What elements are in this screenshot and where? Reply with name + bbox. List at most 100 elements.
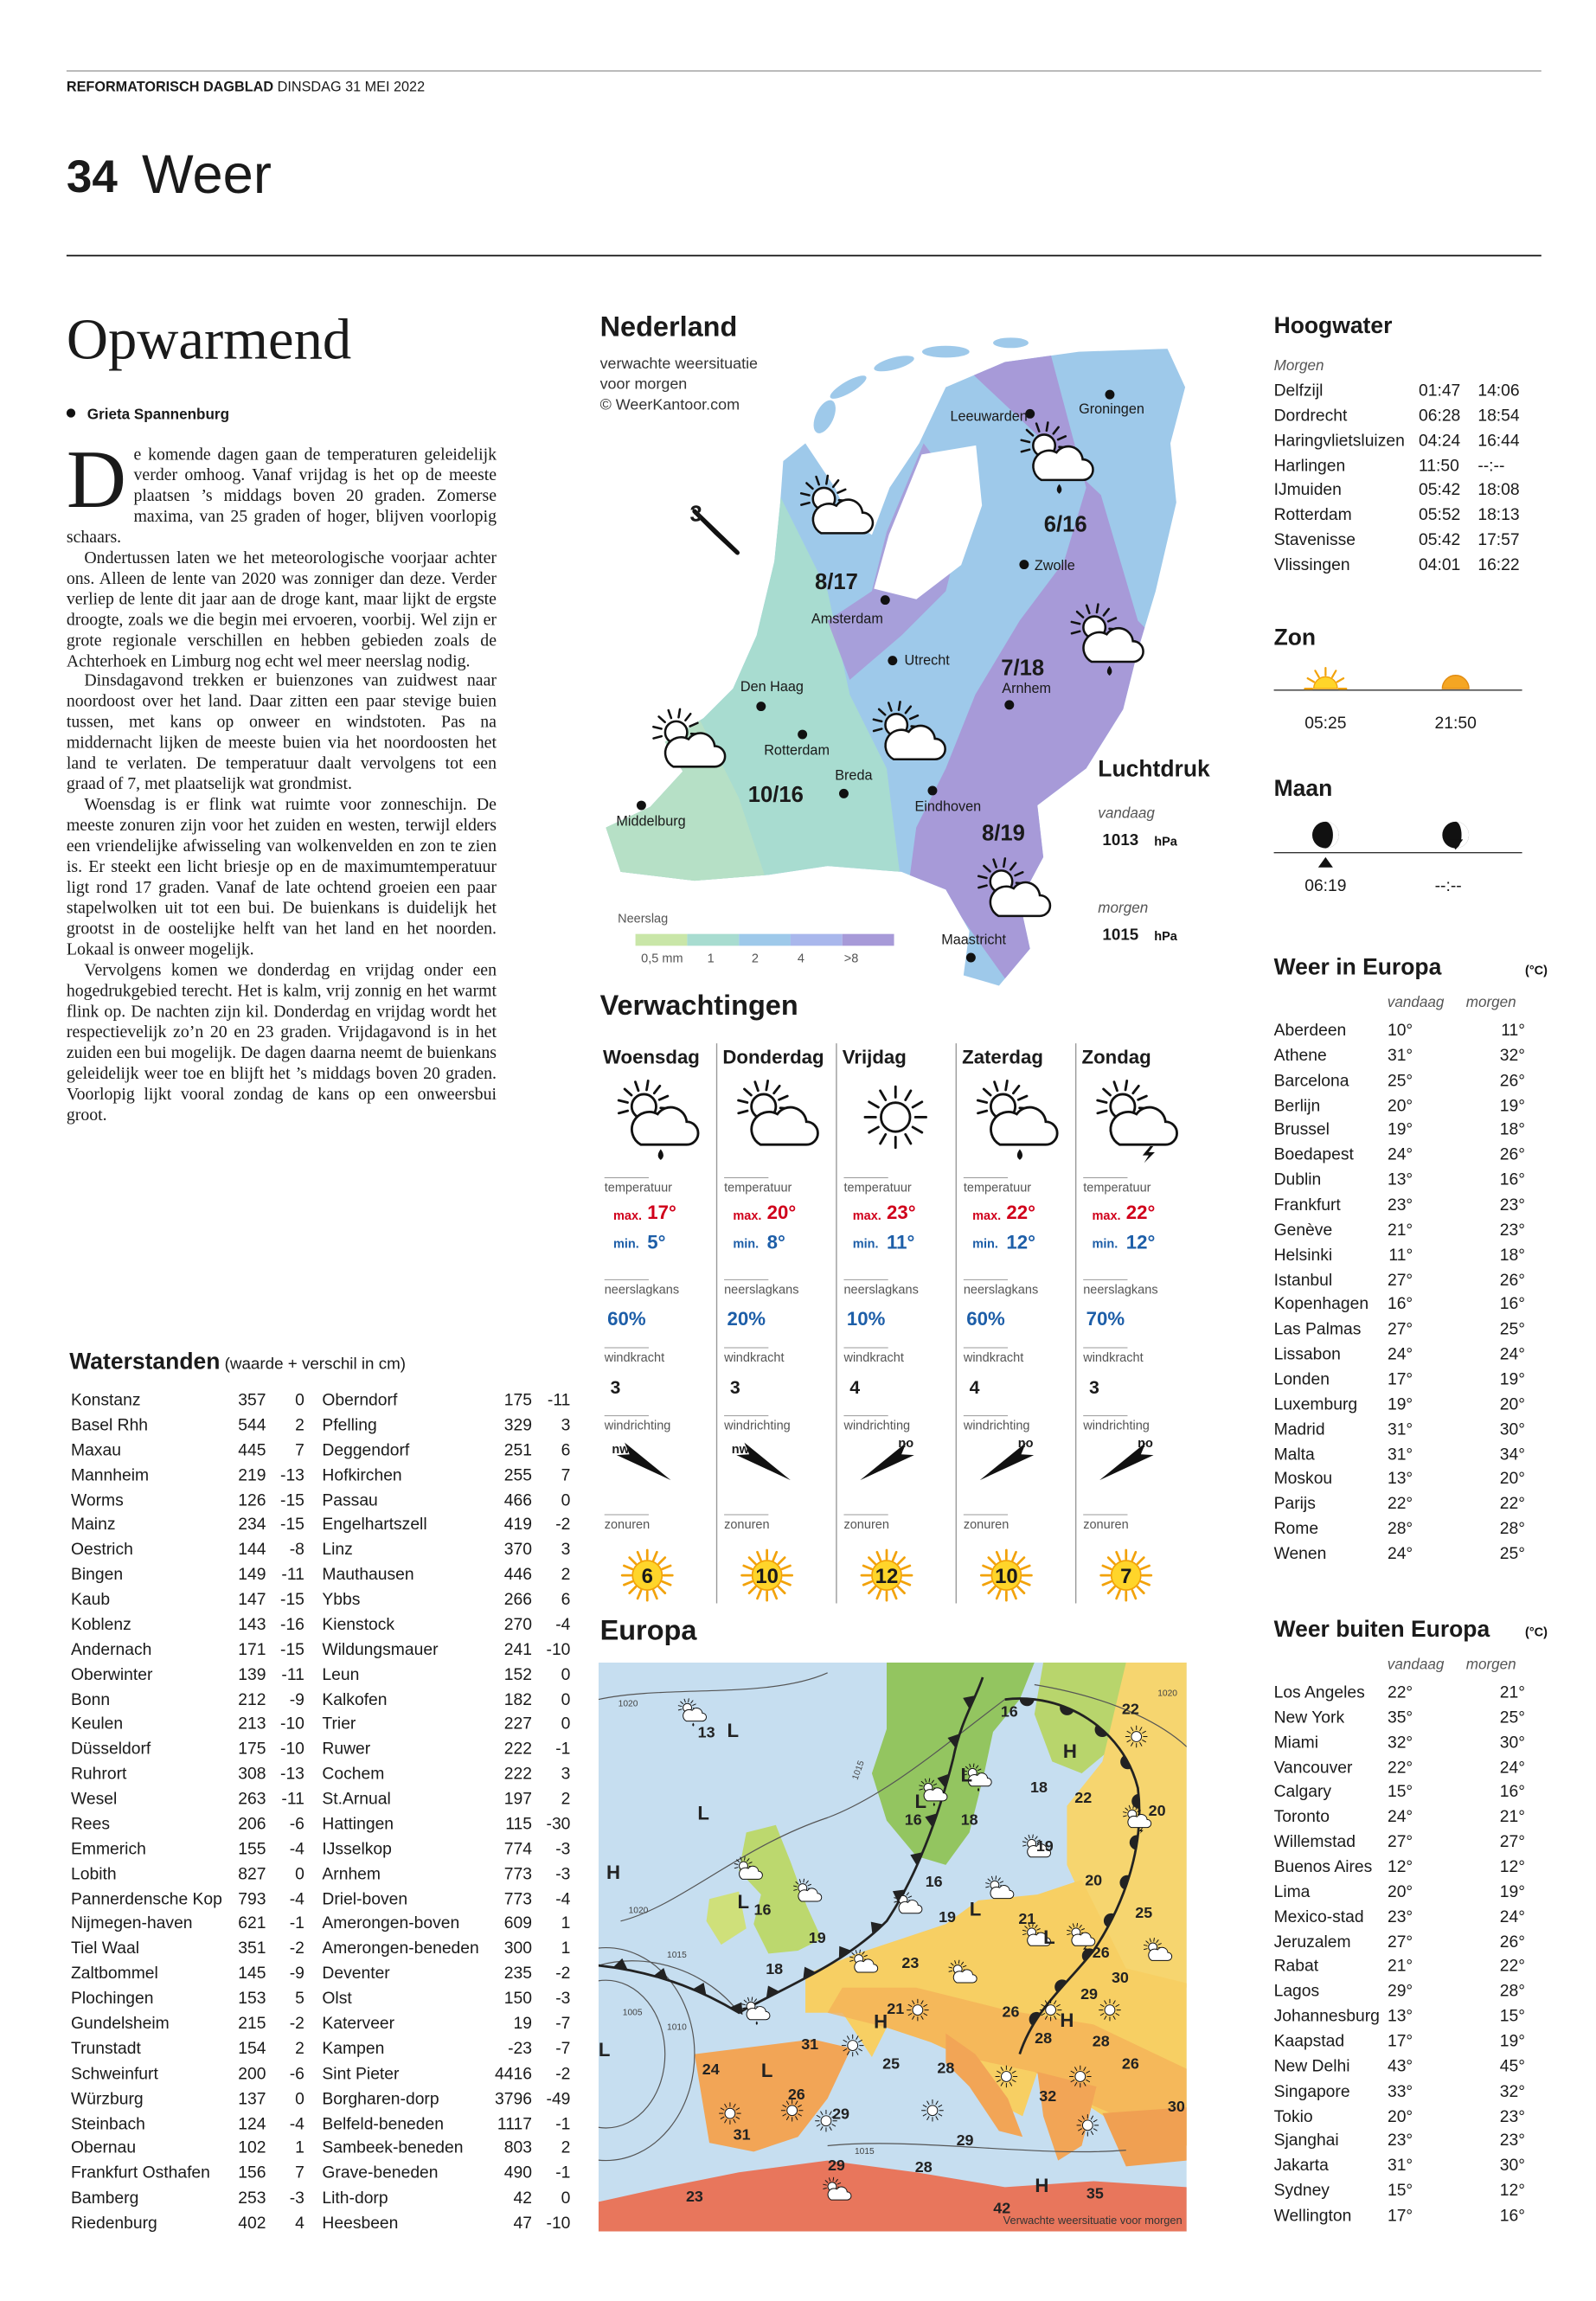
temperature-tomorrow: 16° xyxy=(1499,2207,1525,2226)
level-change: 5 xyxy=(295,1990,304,2009)
level-change: -4 xyxy=(555,1616,571,1634)
sun-ray xyxy=(661,1580,672,1586)
high-water-time: 06:28 xyxy=(1418,407,1461,426)
water-level: 215 xyxy=(238,2015,266,2034)
high-water-time: 16:44 xyxy=(1477,432,1520,451)
wind-direction: no xyxy=(1017,1435,1034,1451)
column-header: vandaag xyxy=(1387,995,1445,1012)
paragraph: Ondertussen laten we het meteorologische… xyxy=(66,548,497,670)
sun-ray xyxy=(1330,670,1337,678)
station-name: Bonn xyxy=(70,1690,111,1709)
level-change: 7 xyxy=(295,2164,304,2183)
city: Jakarta xyxy=(1273,2157,1329,2176)
city-name: Amsterdam xyxy=(811,611,883,628)
min-max-temperature: 10/16 xyxy=(747,782,804,809)
water-level: 175 xyxy=(503,1391,532,1410)
station-name: Olst xyxy=(322,1990,352,2009)
temperature-tomorrow: 23° xyxy=(1499,2107,1525,2126)
level-change: 1 xyxy=(561,1915,571,1933)
level-change: -3 xyxy=(555,1990,571,2009)
water-level: 197 xyxy=(503,1791,532,1809)
level-change: 0 xyxy=(295,1865,304,1884)
water-level: 115 xyxy=(505,1816,532,1834)
water-level: 4416 xyxy=(495,2065,532,2083)
level-change: -11 xyxy=(547,1391,571,1410)
temperature-tomorrow: 25° xyxy=(1499,1321,1525,1339)
city: Aberdeen xyxy=(1273,1022,1347,1041)
location: Stavenisse xyxy=(1273,531,1356,550)
water-level: 47 xyxy=(513,2214,532,2233)
sun-ray xyxy=(868,1556,877,1566)
front-semicircle xyxy=(1094,1724,1108,1737)
station-name: Plochingen xyxy=(70,1990,154,2009)
weather-icon xyxy=(863,1085,927,1150)
level-change: 4 xyxy=(295,2214,304,2233)
temperature: 21 xyxy=(1018,1910,1035,1927)
wadden-islands xyxy=(813,337,1029,433)
station-name: Worms xyxy=(70,1491,124,1509)
temperature-tomorrow: 34° xyxy=(1499,1445,1525,1464)
weather-icon xyxy=(619,1080,698,1159)
temperature-today: 17° xyxy=(1387,2207,1413,2226)
sun-hours: 10 xyxy=(995,1563,1018,1588)
temperature: 21 xyxy=(887,2000,904,2017)
water-level: 213 xyxy=(238,1715,266,1734)
city: Londen xyxy=(1273,1371,1330,1389)
paragraph: Woensdag is er flink wat ruimte voor zon… xyxy=(66,795,497,959)
label-rain: neerslagkans xyxy=(963,1281,1039,1297)
water-level: 102 xyxy=(238,2139,266,2158)
city-dot xyxy=(888,656,898,666)
pressure-value: 1015 xyxy=(1102,926,1139,945)
water-level: 143 xyxy=(238,1616,266,1634)
level-change: 2 xyxy=(561,1791,571,1809)
station-name: Ybbs xyxy=(322,1591,361,1610)
pressure-label: morgen xyxy=(1098,901,1149,918)
pressure-unit: hPa xyxy=(1154,928,1177,944)
sun-ray xyxy=(772,1589,779,1600)
temperature: 18 xyxy=(961,1811,978,1828)
temperature: 16 xyxy=(926,1873,943,1890)
sun-ray xyxy=(1131,1589,1138,1600)
sun-ray xyxy=(987,1586,997,1594)
wind-arrow xyxy=(979,1442,1035,1481)
water-level: 446 xyxy=(503,1566,532,1585)
date: DINSDAG 31 MEI 2022 xyxy=(277,79,426,96)
level-change: 0 xyxy=(561,2189,571,2208)
wind-force: 4 xyxy=(969,1377,980,1399)
station-name: Leun xyxy=(322,1666,360,1684)
level-change: -1 xyxy=(289,1915,304,1933)
temperature-today: 22° xyxy=(1387,1684,1413,1702)
level-change: 1 xyxy=(561,1940,571,1958)
sun-icon xyxy=(740,1548,794,1602)
level-change: 2 xyxy=(295,2040,304,2059)
temperature-today: 24° xyxy=(1387,1146,1413,1165)
station-name: Deggendorf xyxy=(322,1441,410,1460)
city: Genève xyxy=(1273,1221,1333,1240)
water-level: 175 xyxy=(238,1740,266,1759)
paragraph: Dinsdagavond trekken er buienzones van z… xyxy=(66,671,497,794)
city: Rome xyxy=(1273,1520,1319,1539)
city: Berlijn xyxy=(1273,1097,1321,1115)
station-name: Schweinfurt xyxy=(70,2065,158,2083)
station-name: Pfelling xyxy=(322,1416,377,1435)
temperature: 19 xyxy=(1036,1837,1054,1855)
waterstanden-title: Waterstanden xyxy=(69,1349,221,1375)
temperature-tomorrow: 24° xyxy=(1499,1759,1525,1778)
city: Parijs xyxy=(1273,1496,1316,1514)
city: New York xyxy=(1273,1708,1345,1727)
high-water-time: 14:06 xyxy=(1477,382,1520,401)
high-water-time: 05:42 xyxy=(1418,482,1461,500)
label-temperature: temperatuur xyxy=(1083,1179,1151,1195)
city: Calgary xyxy=(1273,1784,1332,1802)
bullet xyxy=(66,408,76,418)
temperature: 19 xyxy=(809,1929,826,1946)
temperature-tomorrow: 23° xyxy=(1499,1196,1525,1215)
temperature-tomorrow: 20° xyxy=(1499,1471,1525,1489)
temperature: 28 xyxy=(1035,2029,1052,2047)
station-name: Trier xyxy=(322,1715,356,1734)
legend-bar xyxy=(635,933,894,946)
land xyxy=(694,2039,851,2152)
front-semicircle xyxy=(1131,1793,1140,1809)
level-change: -15 xyxy=(280,1641,304,1659)
